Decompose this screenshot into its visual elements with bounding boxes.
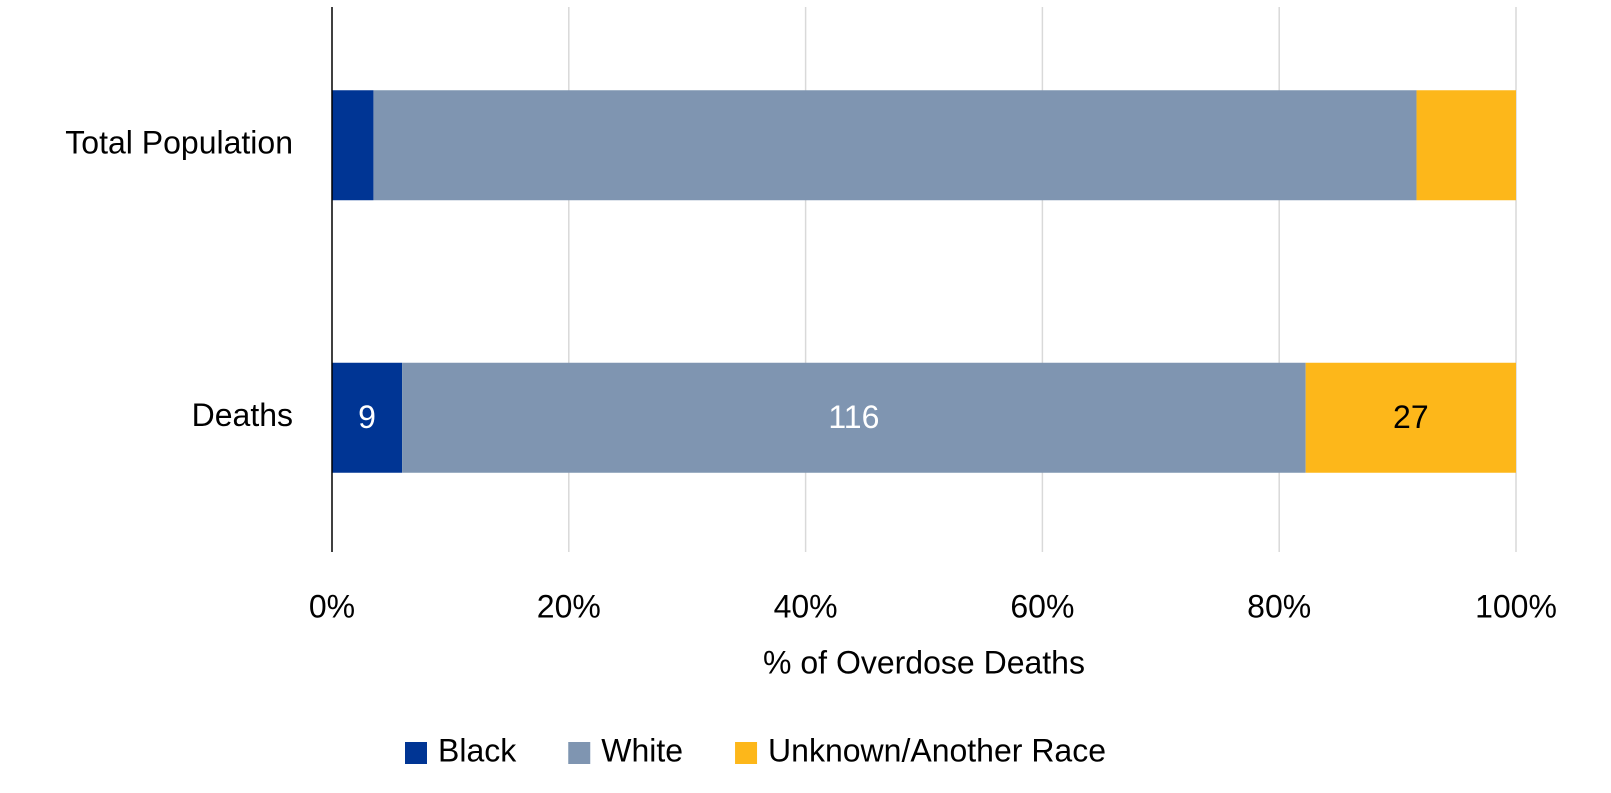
bar-segment (1305, 362, 1516, 473)
data-label: 116 (828, 399, 879, 435)
x-tick-label: 100% (1475, 588, 1557, 624)
bar-segment (1416, 90, 1516, 201)
data-label: 9 (358, 399, 376, 435)
bar-segment (373, 90, 1417, 201)
x-axis-title: % of Overdose Deaths (763, 644, 1085, 680)
bar-segment (332, 90, 374, 201)
y-tick-label: Deaths (192, 397, 293, 433)
x-tick-label: 0% (309, 588, 355, 624)
legend-label: Black (438, 732, 517, 768)
bar-segment (332, 362, 403, 473)
data-label: 27 (1393, 399, 1429, 435)
legend-label: White (601, 732, 683, 768)
bar-segment (402, 362, 1306, 473)
y-tick-label: Total Population (65, 125, 293, 161)
legend-swatch (405, 742, 427, 764)
legend-swatch (735, 742, 758, 764)
legend-label: Unknown/Another Race (768, 732, 1106, 768)
x-tick-label: 80% (1247, 588, 1311, 624)
x-tick-label: 20% (537, 588, 601, 624)
x-tick-label: 40% (774, 588, 838, 624)
x-tick-label: 60% (1010, 588, 1074, 624)
legend-swatch (568, 742, 591, 764)
